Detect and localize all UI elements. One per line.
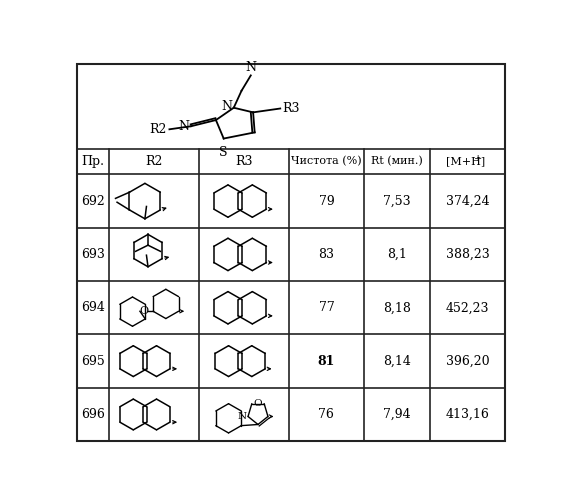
Text: 388,23: 388,23 (446, 248, 490, 261)
Text: 79: 79 (319, 194, 335, 207)
Text: 83: 83 (319, 248, 335, 261)
Text: +: + (474, 154, 483, 163)
Text: 374,24: 374,24 (446, 194, 490, 207)
Text: R3: R3 (282, 102, 299, 115)
Text: S: S (219, 146, 228, 159)
Text: 7,53: 7,53 (383, 194, 411, 207)
Text: O: O (253, 399, 262, 408)
Text: 8,1: 8,1 (387, 248, 407, 261)
Text: 81: 81 (318, 354, 335, 368)
Text: R2: R2 (150, 123, 167, 136)
Text: 76: 76 (319, 408, 335, 421)
Text: Пр.: Пр. (82, 155, 105, 168)
Text: R3: R3 (235, 155, 253, 168)
Text: 696: 696 (81, 408, 105, 421)
Text: Чистота (%): Чистота (%) (291, 156, 362, 166)
Text: 413,16: 413,16 (446, 408, 490, 421)
Text: 396,20: 396,20 (446, 354, 490, 368)
Text: 694: 694 (81, 302, 105, 314)
Text: N: N (237, 412, 247, 421)
Text: 695: 695 (81, 354, 105, 368)
Text: N: N (245, 61, 256, 74)
Text: N: N (178, 120, 190, 132)
Text: 693: 693 (81, 248, 105, 261)
Text: 7,94: 7,94 (383, 408, 411, 421)
Text: 452,23: 452,23 (446, 302, 489, 314)
Text: 8,14: 8,14 (383, 354, 411, 368)
Text: R2: R2 (145, 155, 163, 168)
Text: 8,18: 8,18 (383, 302, 411, 314)
Text: [М+Н]: [М+Н] (446, 156, 485, 166)
Text: N: N (221, 100, 232, 114)
Text: O: O (139, 306, 148, 316)
Text: 77: 77 (319, 302, 335, 314)
Text: Rt (мин.): Rt (мин.) (371, 156, 423, 166)
Text: 692: 692 (81, 194, 105, 207)
